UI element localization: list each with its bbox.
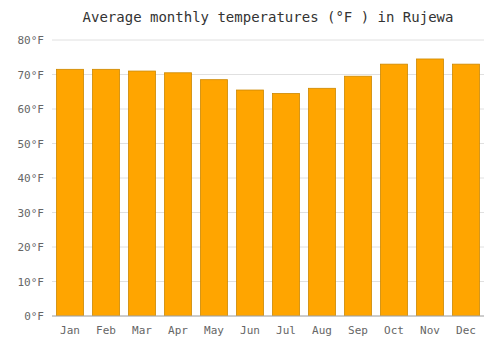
y-tick-label: 40°F	[18, 172, 45, 185]
x-tick-label: Apr	[168, 324, 188, 337]
bar	[129, 71, 156, 316]
x-axis-line	[52, 316, 484, 317]
page: {"chart_data": {"type": "bar", "title": …	[0, 0, 500, 350]
bar	[345, 76, 372, 316]
x-tick-label: Jan	[60, 324, 80, 337]
chart-svg: Average monthly temperatures (°F ) in Ru…	[0, 0, 500, 350]
y-axis: 0°F 10°F 20°F 30°F 40°F 50°F 60°F 70°F 80°F	[18, 34, 45, 323]
grid-line	[52, 316, 484, 317]
bar	[381, 64, 408, 316]
y-tick-label: 20°F	[18, 241, 45, 254]
bar	[165, 73, 192, 316]
x-tick-label: Dec	[456, 324, 476, 337]
y-tick-label: 60°F	[18, 103, 45, 116]
bar	[93, 69, 120, 316]
grid-line	[52, 40, 484, 41]
x-tick-label: Jul	[276, 324, 296, 337]
x-tick-label: Sep	[348, 324, 368, 337]
y-tick-label: 70°F	[18, 69, 45, 82]
title: Average monthly temperatures (°F ) in Ru…	[83, 9, 454, 25]
y-grid	[52, 40, 484, 316]
x-tick-label: Oct	[384, 324, 404, 337]
y-tick-label: 50°F	[18, 138, 45, 151]
x-axis: Jan Feb Mar Apr May Jun Jul Aug Sep Oct Nov Dec	[60, 324, 476, 337]
y-tick-label: 0°F	[24, 310, 44, 323]
y-tick-label: 30°F	[18, 207, 45, 220]
chart-container: Average monthly temperatures (°F ) in Ru…	[0, 0, 500, 350]
bars	[57, 59, 480, 316]
bar	[417, 59, 444, 316]
bar	[201, 80, 228, 316]
bar	[453, 64, 480, 316]
bar	[57, 69, 84, 316]
bar	[273, 93, 300, 316]
y-tick-label: 10°F	[18, 276, 45, 289]
x-tick-label: Nov	[420, 324, 440, 337]
x-tick-label: Feb	[96, 324, 116, 337]
x-tick-label: Mar	[132, 324, 152, 337]
bar	[237, 90, 264, 316]
x-tick-label: Aug	[312, 324, 332, 337]
x-tick-label: Jun	[240, 324, 260, 337]
y-tick-label: 80°F	[18, 34, 45, 47]
bar	[309, 88, 336, 316]
x-tick-label: May	[204, 324, 224, 337]
